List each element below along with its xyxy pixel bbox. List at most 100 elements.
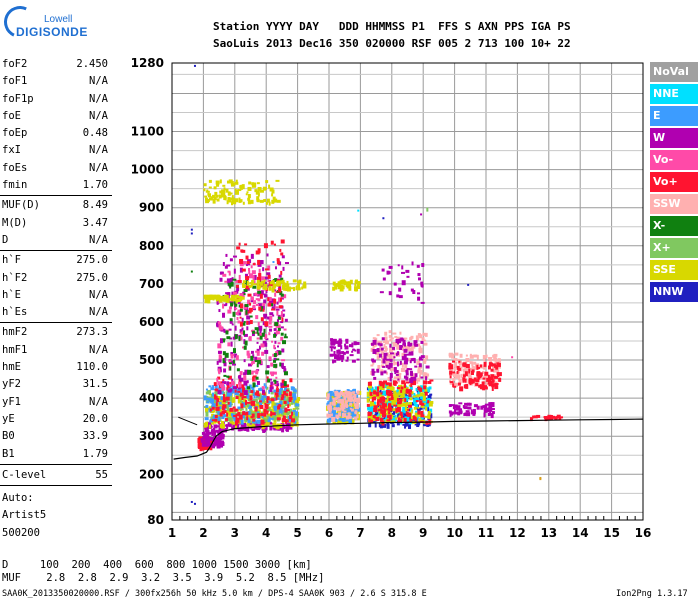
echo-point	[201, 431, 205, 435]
echo-point	[225, 424, 229, 428]
echo-point	[388, 334, 392, 338]
echo-point	[250, 265, 253, 269]
echo-point	[228, 417, 233, 422]
echo-point	[251, 270, 256, 275]
param-row: foEp 0.48	[0, 125, 112, 142]
echo-point	[216, 425, 220, 428]
echo-point	[222, 393, 225, 398]
echo-point	[379, 345, 382, 349]
echo-point	[332, 398, 336, 403]
echo-point	[354, 280, 358, 284]
echo-point	[285, 411, 289, 415]
echo-point	[423, 395, 426, 399]
echo-point	[351, 412, 354, 417]
echo-point	[220, 427, 225, 433]
echo-point	[256, 285, 259, 290]
echo-point	[263, 328, 266, 333]
echo-point	[226, 426, 229, 430]
ionospheric-parameters: foF2 2.450 foF1 N/A foF1p N/A foE N/A foEp 0.48 fx…	[0, 56, 112, 542]
echo-point	[232, 397, 235, 402]
echo-point	[467, 402, 471, 406]
echo-point	[496, 372, 499, 376]
echo-point	[409, 368, 413, 371]
echo-point	[241, 402, 245, 405]
echo-point	[387, 271, 391, 275]
echo-point	[467, 283, 470, 286]
echo-point	[234, 303, 238, 307]
echo-point	[222, 358, 225, 363]
echo-point	[284, 403, 288, 407]
param-row: foF1p N/A	[0, 91, 112, 108]
echo-point	[214, 418, 218, 422]
echo-point	[448, 404, 452, 408]
echo-point	[398, 287, 402, 292]
echo-point	[328, 407, 332, 413]
param-row: yF2 31.5	[0, 376, 112, 393]
echo-point	[393, 376, 398, 380]
echo-point	[347, 396, 350, 402]
echo-point	[255, 350, 259, 353]
echo-point	[414, 373, 418, 378]
echo-point	[487, 374, 490, 380]
echo-point	[218, 358, 222, 363]
echo-point	[401, 409, 406, 413]
echo-point	[282, 282, 286, 286]
echo-point	[213, 294, 217, 300]
echo-point	[233, 268, 236, 274]
echo-point	[256, 401, 260, 404]
param-row: hmF2 273.3	[0, 324, 112, 341]
echo-point	[414, 422, 418, 426]
echo-point	[263, 299, 267, 304]
echo-point	[219, 406, 222, 410]
echo-point	[261, 386, 265, 390]
echo-point	[332, 397, 337, 400]
echo-point	[448, 353, 451, 357]
echo-point	[231, 398, 234, 401]
echo-point	[203, 422, 207, 428]
echo-point	[449, 375, 452, 379]
echo-point	[427, 380, 432, 384]
echo-point	[216, 360, 219, 365]
echo-point	[269, 387, 273, 393]
echo-point	[263, 408, 267, 413]
echo-point	[399, 372, 402, 375]
echo-point	[245, 285, 250, 290]
param-row: B0 33.9	[0, 428, 112, 445]
echo-point	[209, 420, 214, 423]
echo-point	[413, 340, 418, 344]
echo-point	[243, 380, 248, 386]
echo-point	[235, 284, 239, 288]
echo-point	[382, 341, 386, 344]
echo-point	[392, 332, 397, 335]
echo-point	[389, 343, 392, 348]
echo-point	[286, 389, 290, 392]
echo-point	[464, 368, 468, 373]
echo-point	[349, 354, 354, 357]
y-tick-label: 500	[139, 353, 164, 367]
echo-point	[222, 397, 226, 403]
echo-point	[251, 281, 254, 286]
legend-item: SSW	[650, 194, 698, 214]
echo-point	[220, 396, 224, 401]
echo-point	[231, 389, 235, 394]
echo-point	[215, 417, 219, 421]
echo-point	[277, 280, 282, 283]
echo-point	[367, 385, 370, 389]
echo-point	[232, 406, 236, 409]
echo-point	[353, 398, 357, 403]
echo-point	[220, 383, 225, 388]
echo-point	[245, 275, 250, 280]
echo-point	[333, 347, 336, 350]
echo-point	[279, 315, 283, 319]
echo-point	[465, 354, 468, 357]
echo-point	[219, 271, 224, 275]
echo-point	[341, 398, 345, 404]
echo-point	[218, 324, 222, 329]
echo-point	[417, 277, 421, 281]
echo-point	[399, 360, 402, 365]
profile-tick	[178, 416, 198, 426]
echo-point	[388, 382, 392, 387]
echo-point	[278, 404, 282, 408]
echo-point	[221, 416, 225, 420]
echo-point	[326, 402, 330, 406]
